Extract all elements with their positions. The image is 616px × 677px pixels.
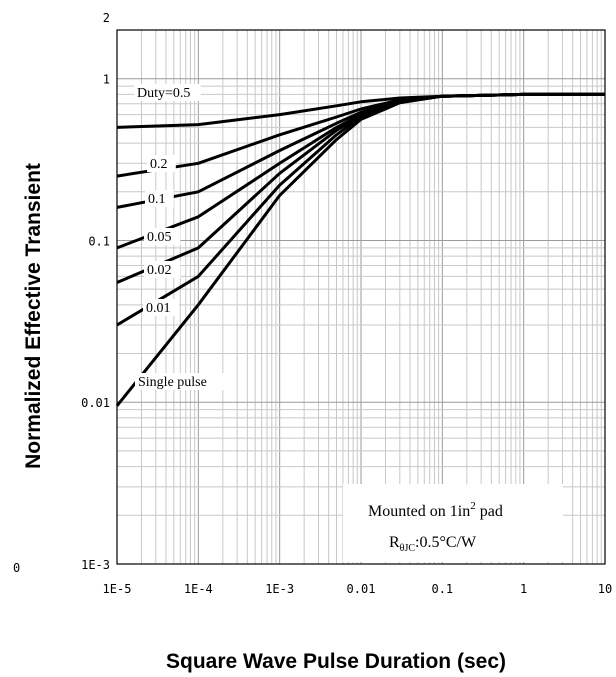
stray-label: 0 <box>13 561 20 575</box>
curve-label-bg <box>134 84 201 101</box>
x-axis-title: Square Wave Pulse Duration (sec) <box>166 650 506 673</box>
curve-label-bg <box>143 299 180 316</box>
note-box-background <box>343 484 563 562</box>
curve-single-pulse <box>115 92 605 407</box>
x-tick-labels: 1E-5 1E-4 1E-3 0.01 0.1 1 10 <box>103 582 613 596</box>
curve-label: Single pulse <box>138 375 207 390</box>
y-tick-label: 1E-3 <box>81 558 110 572</box>
curve-label-bg <box>145 190 174 207</box>
curve-label: 0.05 <box>147 230 172 245</box>
curve-labels: Duty=0.5 0.2 0.1 0.05 0.02 0.01 Single pulse <box>134 84 233 390</box>
curve-label: 0.2 <box>150 157 168 172</box>
x-tick-label: 1 <box>520 582 527 596</box>
curve-label-bg <box>135 373 233 390</box>
y-tick-label: 0.01 <box>81 396 110 410</box>
y-axis-title: Normalized Effective Transient <box>22 163 45 469</box>
curve-label: 0.01 <box>146 301 171 316</box>
x-tick-label: 1E-4 <box>184 582 213 596</box>
grid <box>116 29 605 565</box>
note-line-1: Mounted on 1in2 pad <box>368 500 503 520</box>
y-tick-labels: 1E-3 0.01 0.1 1 2 <box>81 11 110 572</box>
curve-label: 0.1 <box>148 192 166 207</box>
note-line-2: RθJC:0.5°C/W <box>389 534 477 554</box>
curve-label-bg <box>144 261 181 278</box>
curve-label: 0.02 <box>147 263 172 278</box>
x-tick-label: 1E-3 <box>265 582 294 596</box>
x-tick-label: 10 <box>598 582 612 596</box>
x-tick-label: 1E-5 <box>103 582 132 596</box>
curve-label-bg <box>144 228 181 245</box>
plot-frame <box>116 29 606 565</box>
y-tick-label: 2 <box>103 11 110 25</box>
curves <box>115 92 605 407</box>
curve-label-bg <box>147 155 176 172</box>
curve-label: Duty=0.5 <box>137 86 190 101</box>
note-box: Mounted on 1in2 pad RθJC:0.5°C/W <box>343 484 563 562</box>
x-tick-label: 0.01 <box>347 582 376 596</box>
y-tick-label: 1 <box>103 73 110 87</box>
x-tick-label: 0.1 <box>431 582 453 596</box>
y-tick-label: 0.1 <box>88 234 110 248</box>
